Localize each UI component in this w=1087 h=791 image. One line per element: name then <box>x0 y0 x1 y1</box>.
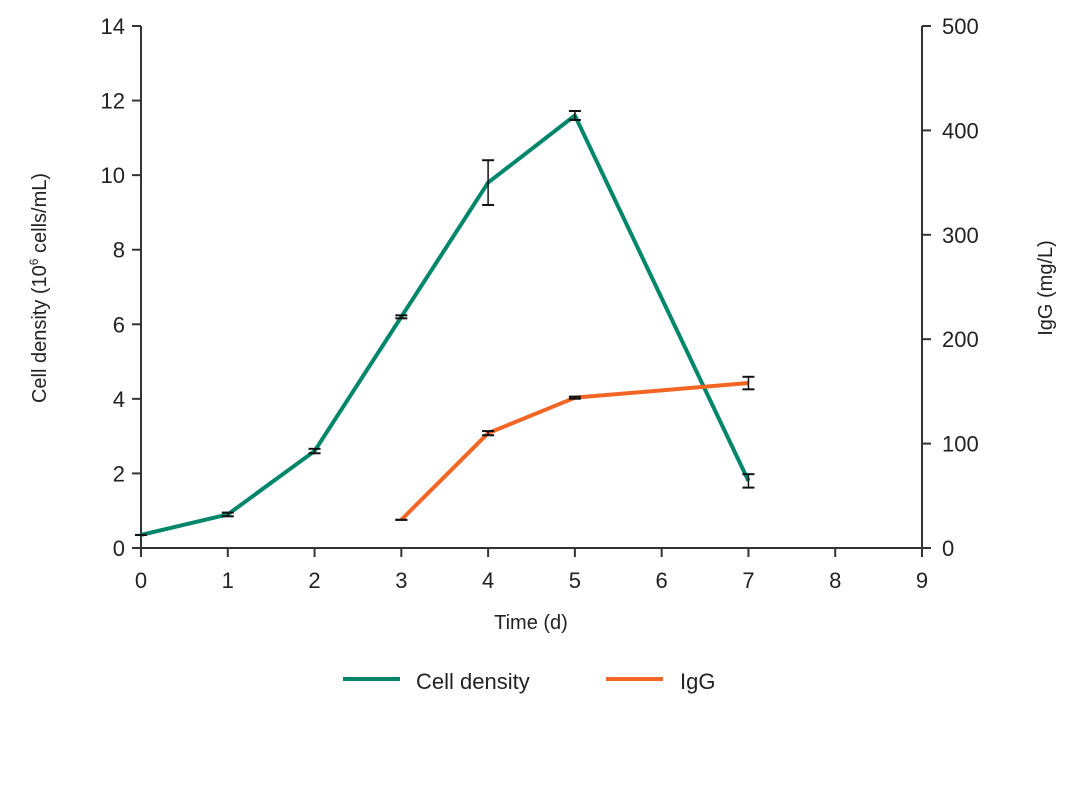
y-left-tick-label: 6 <box>113 312 125 337</box>
legend-label-igg: IgG <box>680 669 715 694</box>
legend-label-cell-density: Cell density <box>416 669 530 694</box>
y-left-title-main: Cell density (10 <box>29 265 51 403</box>
x-tick-label: 9 <box>916 568 928 593</box>
error-bar-cell-density <box>308 447 321 455</box>
y-right-axis-title: IgG (mg/L) <box>1035 240 1057 336</box>
error-bar-cell-density <box>395 314 408 320</box>
error-bar-cell-density <box>221 511 234 518</box>
error-bar-cell-density <box>742 473 755 489</box>
y-left-tick-label: 12 <box>101 89 125 114</box>
y-left-ticks: 0 2 4 6 8 10 12 14 <box>101 14 141 561</box>
y-left-axis-title: Cell density (106 cells/mL) <box>27 173 51 403</box>
x-axis-title: Time (d) <box>494 612 568 634</box>
y-left-tick-label: 10 <box>101 163 125 188</box>
error-bar-cell-density <box>568 110 581 121</box>
x-tick-label: 8 <box>829 568 841 593</box>
x-tick-label: 0 <box>135 568 147 593</box>
y-left-title-suffix: cells/mL) <box>29 173 51 259</box>
y-right-tick-label: 0 <box>942 536 954 561</box>
x-ticks: 0 1 2 3 4 5 6 7 8 9 <box>135 548 928 593</box>
series-line-igg <box>399 381 749 522</box>
x-tick-label: 6 <box>656 568 668 593</box>
y-right-tick-label: 300 <box>942 223 979 248</box>
x-tick-label: 5 <box>569 568 581 593</box>
series-layer <box>135 110 755 537</box>
y-left-tick-label: 4 <box>113 387 125 412</box>
series-line-cell-density <box>140 113 751 537</box>
error-bar-igg <box>568 395 581 400</box>
y-right-tick-label: 200 <box>942 327 979 352</box>
y-left-tick-label: 0 <box>113 536 125 561</box>
x-tick-label: 3 <box>395 568 407 593</box>
y-left-title-superscript: 6 <box>27 258 41 265</box>
y-left-tick-label: 8 <box>113 238 125 263</box>
error-bar-igg <box>482 430 495 437</box>
y-right-tick-label: 400 <box>942 118 979 143</box>
y-right-tick-label: 100 <box>942 432 979 457</box>
y-left-tick-label: 14 <box>101 14 125 39</box>
error-bar-cell-density <box>482 159 495 206</box>
x-tick-label: 1 <box>222 568 234 593</box>
x-tick-label: 7 <box>742 568 754 593</box>
y-right-tick-label: 500 <box>942 14 979 39</box>
y-right-ticks: 0 100 200 300 400 500 <box>922 14 979 561</box>
error-bar-igg <box>742 375 755 391</box>
legend: Cell density IgG <box>343 669 715 694</box>
y-left-tick-label: 2 <box>113 461 125 486</box>
x-tick-label: 2 <box>308 568 320 593</box>
x-tick-label: 4 <box>482 568 494 593</box>
